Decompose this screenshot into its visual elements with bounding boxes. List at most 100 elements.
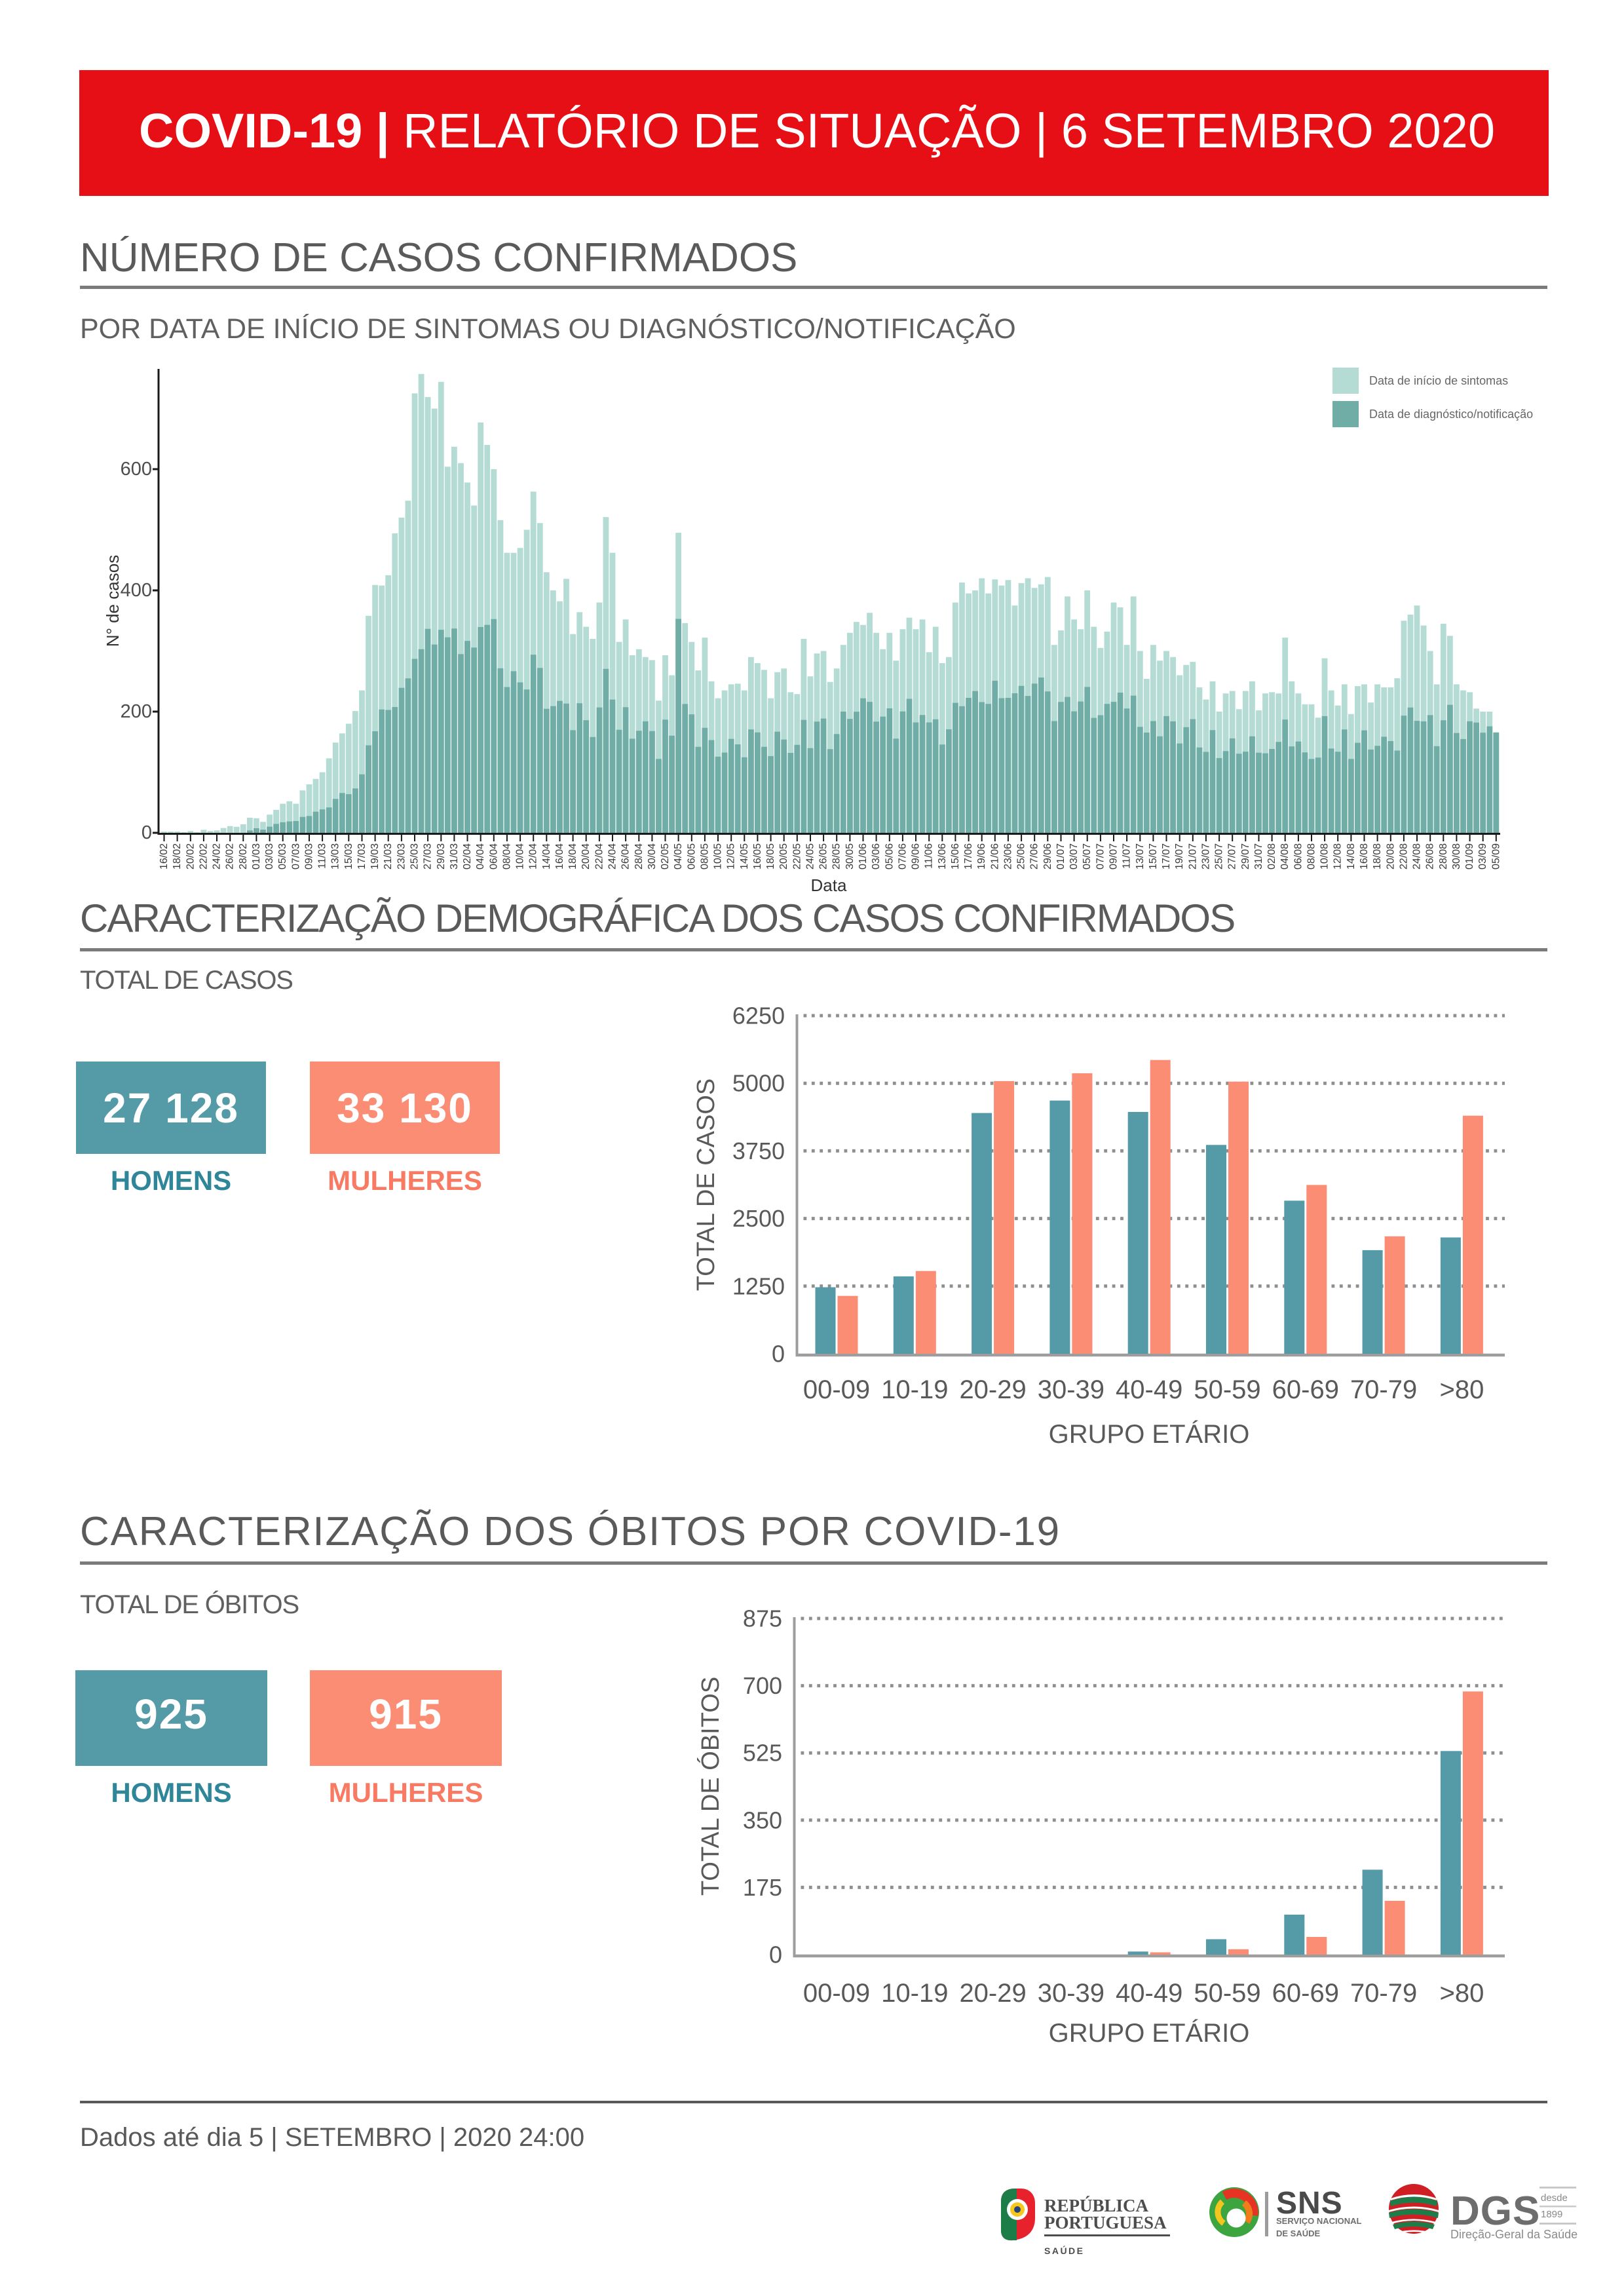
- svg-text:20/02: 20/02: [185, 843, 196, 870]
- svg-text:01/06: 01/06: [858, 843, 869, 870]
- svg-text:05/09: 05/09: [1490, 843, 1501, 870]
- svg-text:25/03: 25/03: [409, 843, 421, 870]
- svg-text:19/03: 19/03: [369, 843, 381, 870]
- svg-text:TOTAL DE ÓBITOS: TOTAL DE ÓBITOS: [696, 1677, 725, 1896]
- svg-text:0: 0: [142, 822, 152, 843]
- svg-text:12/04: 12/04: [528, 843, 539, 870]
- svg-text:06/04: 06/04: [488, 843, 499, 870]
- svg-text:02/05: 02/05: [660, 843, 671, 870]
- svg-text:30-39: 30-39: [1038, 1375, 1105, 1404]
- svg-text:20/05: 20/05: [778, 843, 789, 870]
- svg-text:28/05: 28/05: [831, 843, 842, 870]
- svg-text:25/06: 25/06: [1016, 843, 1027, 870]
- svg-text:200: 200: [121, 701, 152, 722]
- svg-text:TOTAL DE CASOS: TOTAL DE CASOS: [692, 1079, 720, 1291]
- svg-text:10-19: 10-19: [881, 1979, 948, 2008]
- svg-text:SAÚDE: SAÚDE: [1044, 2245, 1085, 2256]
- svg-text:875: 875: [743, 1605, 782, 1632]
- svg-text:350: 350: [743, 1807, 782, 1833]
- svg-text:06/08: 06/08: [1293, 843, 1304, 870]
- svg-text:20-29: 20-29: [959, 1375, 1026, 1404]
- svg-text:04/05: 04/05: [673, 843, 684, 870]
- svg-text:07/07: 07/07: [1095, 843, 1106, 870]
- svg-text:REPÚBLICA: REPÚBLICA: [1044, 2196, 1149, 2215]
- svg-text:6250: 6250: [732, 1003, 785, 1029]
- svg-text:DGS: DGS: [1450, 2189, 1540, 2234]
- svg-text:30/08: 30/08: [1451, 843, 1462, 870]
- svg-text:24/04: 24/04: [607, 843, 618, 870]
- svg-text:525: 525: [743, 1740, 782, 1767]
- svg-text:13/06: 13/06: [937, 843, 948, 870]
- svg-text:24/02: 24/02: [212, 843, 223, 870]
- svg-text:26/05: 26/05: [818, 843, 829, 870]
- svg-text:08/08: 08/08: [1306, 843, 1317, 870]
- svg-text:50-59: 50-59: [1194, 1375, 1260, 1404]
- svg-text:10/04: 10/04: [515, 843, 526, 870]
- svg-text:14/08: 14/08: [1346, 843, 1357, 870]
- svg-text:16/08: 16/08: [1359, 843, 1370, 870]
- svg-text:22/04: 22/04: [594, 843, 605, 870]
- svg-text:70-79: 70-79: [1350, 1979, 1417, 2008]
- svg-text:16/02: 16/02: [159, 843, 170, 870]
- svg-text:18/02: 18/02: [172, 843, 183, 870]
- svg-text:22/05: 22/05: [791, 843, 803, 870]
- svg-text:21/03: 21/03: [383, 843, 394, 870]
- svg-text:18/04: 18/04: [567, 843, 578, 870]
- svg-text:40-49: 40-49: [1116, 1375, 1182, 1404]
- svg-text:22/02: 22/02: [198, 843, 209, 870]
- svg-text:28/08: 28/08: [1438, 843, 1449, 870]
- svg-text:28/04: 28/04: [633, 843, 645, 870]
- svg-text:07/03: 07/03: [290, 843, 301, 870]
- svg-text:03/06: 03/06: [871, 843, 882, 870]
- svg-text:29/07: 29/07: [1240, 843, 1251, 870]
- svg-text:SERVIÇO NACIONAL: SERVIÇO NACIONAL: [1276, 2216, 1362, 2226]
- svg-text:20/04: 20/04: [580, 843, 592, 870]
- svg-text:14/05: 14/05: [739, 843, 750, 870]
- svg-text:60-69: 60-69: [1272, 1979, 1339, 2008]
- svg-text:03/09: 03/09: [1477, 843, 1488, 870]
- svg-text:25/07: 25/07: [1214, 843, 1225, 870]
- svg-text:24/05: 24/05: [805, 843, 816, 870]
- svg-text:15/07: 15/07: [1148, 843, 1159, 870]
- svg-text:11/07: 11/07: [1122, 843, 1133, 869]
- svg-text:08/04: 08/04: [501, 843, 512, 870]
- svg-text:13/07: 13/07: [1135, 843, 1146, 870]
- svg-text:26/02: 26/02: [225, 843, 236, 870]
- svg-text:desde: desde: [1541, 2192, 1568, 2204]
- svg-text:21/06: 21/06: [989, 843, 1000, 870]
- svg-text:SNS: SNS: [1276, 2186, 1343, 2221]
- svg-text:30-39: 30-39: [1038, 1979, 1105, 2008]
- svg-text:Direção-Geral da Saúde: Direção-Geral da Saúde: [1450, 2228, 1577, 2241]
- svg-text:0: 0: [772, 1341, 785, 1368]
- svg-text:20/08: 20/08: [1385, 843, 1396, 870]
- svg-text:DE SAÚDE: DE SAÚDE: [1276, 2229, 1321, 2238]
- svg-text:22/08: 22/08: [1398, 843, 1409, 870]
- svg-text:09/07: 09/07: [1108, 843, 1120, 870]
- svg-text:10/08: 10/08: [1319, 843, 1331, 870]
- svg-text:04/08: 04/08: [1279, 843, 1291, 870]
- svg-text:24/08: 24/08: [1412, 843, 1423, 870]
- svg-text:1250: 1250: [732, 1272, 785, 1299]
- svg-text:0: 0: [769, 1942, 782, 1968]
- svg-text:12/08: 12/08: [1332, 843, 1344, 870]
- svg-text:01/07: 01/07: [1055, 843, 1067, 870]
- svg-text:17/03: 17/03: [356, 843, 368, 870]
- svg-text:3750: 3750: [732, 1138, 785, 1164]
- svg-text:08/05: 08/05: [699, 843, 710, 870]
- svg-text:Data: Data: [811, 875, 847, 895]
- svg-text:01/09: 01/09: [1464, 843, 1475, 870]
- svg-text:02/04: 02/04: [462, 843, 473, 870]
- svg-text:26/04: 26/04: [620, 843, 632, 870]
- svg-text:18/08: 18/08: [1372, 843, 1383, 870]
- svg-text:28/02: 28/02: [238, 843, 249, 870]
- svg-text:20-29: 20-29: [959, 1979, 1026, 2008]
- svg-text:23/07: 23/07: [1200, 843, 1211, 870]
- svg-text:70-79: 70-79: [1350, 1375, 1417, 1404]
- svg-text:23/06: 23/06: [1002, 843, 1013, 870]
- svg-text:>80: >80: [1439, 1375, 1484, 1404]
- svg-text:2500: 2500: [732, 1205, 785, 1232]
- svg-text:400: 400: [121, 580, 152, 601]
- svg-text:11/06: 11/06: [924, 843, 935, 869]
- svg-text:27/06: 27/06: [1029, 843, 1040, 870]
- svg-text:30/04: 30/04: [647, 843, 658, 870]
